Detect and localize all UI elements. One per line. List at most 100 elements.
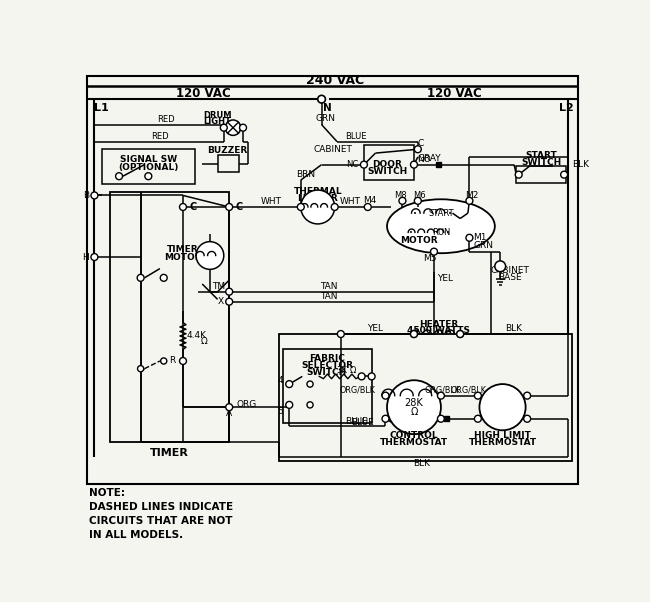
Bar [364,146,414,180]
Text: R: R [169,356,176,365]
Text: TM: TM [212,282,226,291]
Text: MOTOR: MOTOR [400,235,438,244]
Circle shape [437,415,445,422]
Text: THERMOSTAT: THERMOSTAT [380,438,448,447]
Circle shape [457,330,463,338]
Text: DOOR: DOOR [372,160,402,169]
Text: SIGNAL SW: SIGNAL SW [120,155,177,164]
Text: SWITCH: SWITCH [307,368,347,377]
Circle shape [226,120,240,135]
Text: C: C [235,202,242,212]
Bar [283,349,372,423]
Circle shape [358,373,365,380]
Circle shape [399,197,406,204]
Text: 3K: 3K [336,366,347,374]
Circle shape [307,381,313,387]
Circle shape [301,190,335,224]
Circle shape [457,330,463,338]
Circle shape [297,203,304,211]
Text: BLK: BLK [573,160,590,169]
Circle shape [240,124,246,131]
Text: GRN: GRN [473,241,493,250]
Circle shape [495,261,506,272]
Text: LIGHT: LIGHT [203,117,231,126]
Circle shape [220,124,228,131]
Text: A: A [226,409,232,418]
Bar [280,334,572,461]
Circle shape [480,384,526,430]
Circle shape [361,161,367,168]
Text: SWITCH: SWITCH [367,167,407,176]
Text: M5: M5 [422,254,436,263]
Text: 4: 4 [278,376,283,385]
Circle shape [179,358,187,364]
Circle shape [430,248,437,255]
Text: HIGH LIMIT: HIGH LIMIT [474,431,531,440]
Text: BLK: BLK [413,459,430,468]
Text: RUN: RUN [432,228,450,237]
Text: L2: L2 [560,103,574,113]
Text: L1: L1 [94,103,109,113]
Text: ORG/BLK: ORG/BLK [451,386,487,395]
Circle shape [368,373,375,380]
Circle shape [138,365,144,372]
Text: THERMAL: THERMAL [293,187,342,196]
Circle shape [337,330,345,338]
Circle shape [414,197,421,204]
Text: SELECTOR: SELECTOR [301,361,353,370]
Circle shape [515,171,522,178]
Text: 5: 5 [278,406,283,415]
Text: B: B [83,191,89,200]
Text: M1: M1 [473,234,487,242]
Circle shape [382,415,389,422]
Text: YEL: YEL [367,324,383,333]
Text: LIMITER: LIMITER [297,194,338,203]
Circle shape [474,415,482,422]
Text: WHT: WHT [339,197,361,206]
Text: NOTE:
DASHED LINES INDICATE
CIRCUITS THAT ARE NOT
IN ALL MODELS.: NOTE: DASHED LINES INDICATE CIRCUITS THA… [89,488,233,540]
Ellipse shape [387,199,495,253]
Circle shape [437,392,445,399]
Text: H: H [83,253,89,261]
Text: BLUE: BLUE [351,418,374,427]
Text: BLUE: BLUE [345,417,368,426]
Circle shape [145,173,152,179]
Text: HEATER: HEATER [419,320,458,329]
Circle shape [161,275,167,281]
Text: M2: M2 [465,191,478,200]
Circle shape [226,404,233,411]
Text: CABINET: CABINET [314,144,352,154]
Bar [516,166,566,183]
Circle shape [116,173,123,179]
Text: MOTOR: MOTOR [164,253,202,261]
Bar [218,155,239,172]
Text: TAN: TAN [320,292,338,301]
Text: BLK: BLK [506,324,523,333]
Bar [436,163,441,167]
Text: TIMER: TIMER [167,245,199,254]
Bar [444,417,448,421]
Text: TAN: TAN [320,282,338,291]
Circle shape [226,203,233,211]
Circle shape [226,288,233,295]
Text: BLUE: BLUE [346,132,367,141]
Text: 4.4K: 4.4K [187,331,207,340]
Text: CABINET: CABINET [491,267,530,275]
Text: ORG/BLK: ORG/BLK [424,386,460,395]
Circle shape [318,95,326,103]
Circle shape [466,234,473,241]
Circle shape [286,380,292,388]
Text: RED: RED [151,132,169,141]
Circle shape [196,241,224,269]
Text: N: N [323,103,332,113]
Text: START: START [428,209,454,218]
Circle shape [179,203,187,211]
Circle shape [364,203,371,211]
Text: FABRIC: FABRIC [309,354,345,363]
Circle shape [561,171,567,178]
Text: YEL: YEL [437,274,453,283]
Circle shape [91,253,98,261]
Text: ORG/BLK: ORG/BLK [339,386,376,395]
Text: M8: M8 [395,191,407,200]
Bar [86,76,578,484]
